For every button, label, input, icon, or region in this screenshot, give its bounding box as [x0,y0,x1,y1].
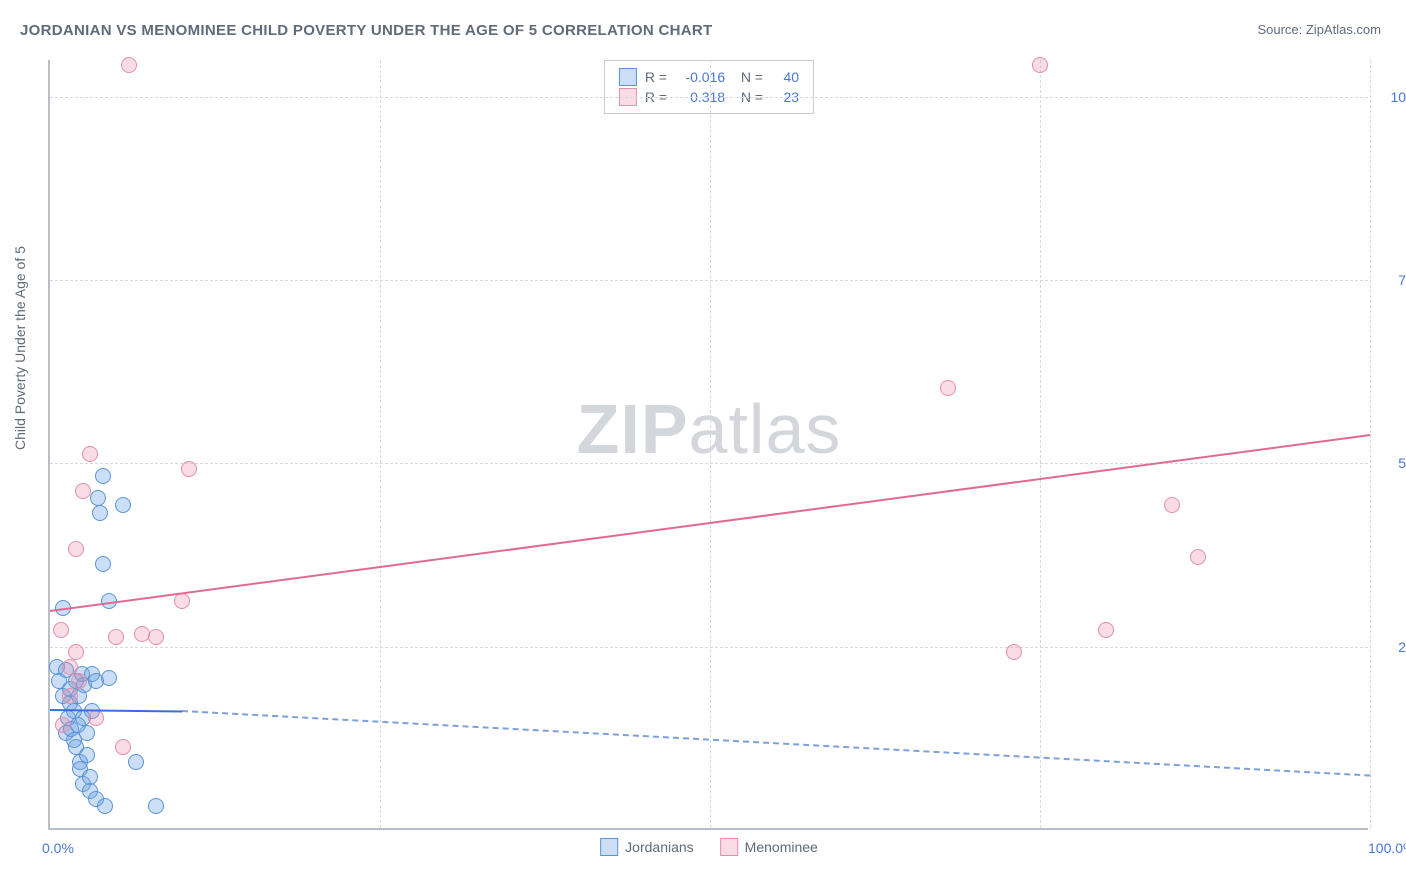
y-tick-label: 100.0% [1378,89,1406,105]
stat-label-n: N = [733,69,763,85]
scatter-point [181,461,197,477]
trend-line [182,710,1370,777]
gridline-v [710,60,711,828]
scatter-point [1164,497,1180,513]
scatter-point [97,798,113,814]
scatter-point [79,725,95,741]
x-tick-label: 0.0% [42,840,74,856]
gridline-h [50,463,1368,464]
scatter-point [148,798,164,814]
scatter-point [71,673,87,689]
scatter-point [128,754,144,770]
stat-label-r: R = [645,69,667,85]
scatter-point [62,688,78,704]
scatter-point [90,490,106,506]
scatter-point [68,541,84,557]
source-attribution: Source: ZipAtlas.com [1257,22,1381,37]
scatter-point [115,497,131,513]
x-tick-label: 100.0% [1368,840,1406,856]
stats-row: R = -0.016 N = 40 [619,67,799,87]
scatter-point [1006,644,1022,660]
scatter-point [79,747,95,763]
gridline-v [1040,60,1041,828]
scatter-point [82,769,98,785]
gridline-v [1370,60,1371,828]
gridline-h [50,280,1368,281]
scatter-point [1032,57,1048,73]
gridline-h [50,647,1368,648]
source-name: ZipAtlas.com [1306,22,1381,37]
scatter-point [82,446,98,462]
scatter-point [115,739,131,755]
scatter-point [55,717,71,733]
watermark-bold: ZIP [577,390,689,468]
scatter-point [940,380,956,396]
plot-area: ZIPatlas R = -0.016 N = 40R = 0.318 N = … [48,60,1368,830]
scatter-point [62,659,78,675]
correlation-stats-box: R = -0.016 N = 40R = 0.318 N = 23 [604,60,814,114]
legend-label: Menominee [745,839,818,855]
scatter-point [92,505,108,521]
legend: Jordanians Menominee [600,838,818,856]
scatter-point [68,644,84,660]
scatter-point [88,710,104,726]
y-axis-label: Child Poverty Under the Age of 5 [12,246,28,450]
gridline-h [50,97,1368,98]
chart-title: JORDANIAN VS MENOMINEE CHILD POVERTY UND… [20,22,713,39]
scatter-point [108,629,124,645]
scatter-point [75,483,91,499]
y-tick-label: 25.0% [1378,639,1406,655]
scatter-point [1098,622,1114,638]
scatter-point [101,670,117,686]
scatter-point [53,622,69,638]
scatter-point [1190,549,1206,565]
legend-swatch [619,68,637,86]
legend-item: Menominee [720,838,818,856]
y-tick-label: 50.0% [1378,455,1406,471]
stat-value-n: 40 [771,69,799,85]
legend-swatch [600,838,618,856]
scatter-point [95,556,111,572]
stat-value-r: -0.016 [675,69,725,85]
watermark: ZIPatlas [577,389,842,469]
legend-label: Jordanians [625,839,694,855]
y-tick-label: 75.0% [1378,272,1406,288]
scatter-point [95,468,111,484]
scatter-point [121,57,137,73]
legend-swatch [720,838,738,856]
gridline-v [380,60,381,828]
watermark-light: atlas [689,390,842,468]
legend-item: Jordanians [600,838,694,856]
source-label: Source: [1257,22,1305,37]
scatter-point [148,629,164,645]
